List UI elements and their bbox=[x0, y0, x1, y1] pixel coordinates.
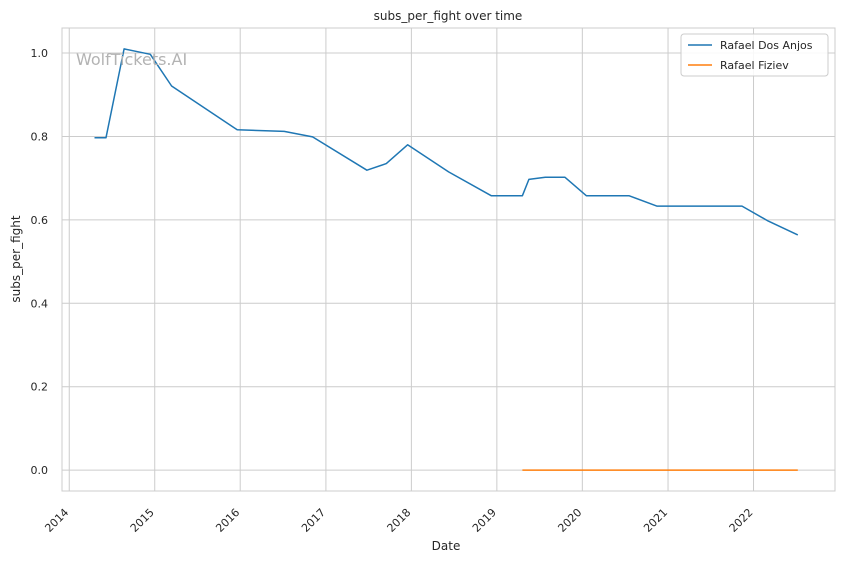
x-tick-label: 2021 bbox=[641, 506, 670, 535]
y-tick-label: 0.0 bbox=[31, 464, 49, 477]
x-tick-label: 2020 bbox=[555, 506, 584, 535]
x-tick-labels: 2014 2015 2016 2017 2018 2019 2020 2021 2022 bbox=[42, 506, 755, 535]
x-tick-label: 2022 bbox=[727, 506, 756, 535]
legend-box bbox=[680, 33, 829, 77]
y-tick-label: 0.4 bbox=[31, 297, 49, 310]
y-tick-label: 1.0 bbox=[31, 47, 49, 60]
legend-label-rafael-dos-anjos: Rafael Dos Anjos bbox=[720, 39, 813, 52]
x-tick-label: 2014 bbox=[42, 506, 71, 535]
series-layer bbox=[94, 48, 799, 471]
series-line-rafael-dos-anjos bbox=[94, 48, 799, 236]
x-tick-label: 2018 bbox=[385, 506, 414, 535]
y-tick-labels: 0.0 0.2 0.4 0.6 0.8 1.0 bbox=[31, 47, 49, 477]
y-axis-label: subs_per_fight bbox=[9, 215, 23, 302]
x-tick-label: 2019 bbox=[470, 506, 499, 535]
y-tick-label: 0.8 bbox=[31, 130, 49, 143]
x-tick-label: 2015 bbox=[128, 506, 157, 535]
chart-title: subs_per_fight over time bbox=[374, 9, 523, 23]
legend: Rafael Dos Anjos Rafael Fiziev bbox=[680, 33, 829, 77]
legend-label-rafael-fiziev: Rafael Fiziev bbox=[720, 59, 789, 72]
x-tick-label: 2016 bbox=[213, 506, 242, 535]
plot-area-frame bbox=[61, 27, 836, 492]
y-tick-label: 0.2 bbox=[31, 381, 49, 394]
watermark: WolfTickets.AI bbox=[76, 50, 187, 69]
grid-lines bbox=[62, 28, 835, 491]
x-tick-label: 2017 bbox=[299, 506, 328, 535]
y-tick-label: 0.6 bbox=[31, 214, 49, 227]
x-axis-label: Date bbox=[432, 539, 461, 553]
